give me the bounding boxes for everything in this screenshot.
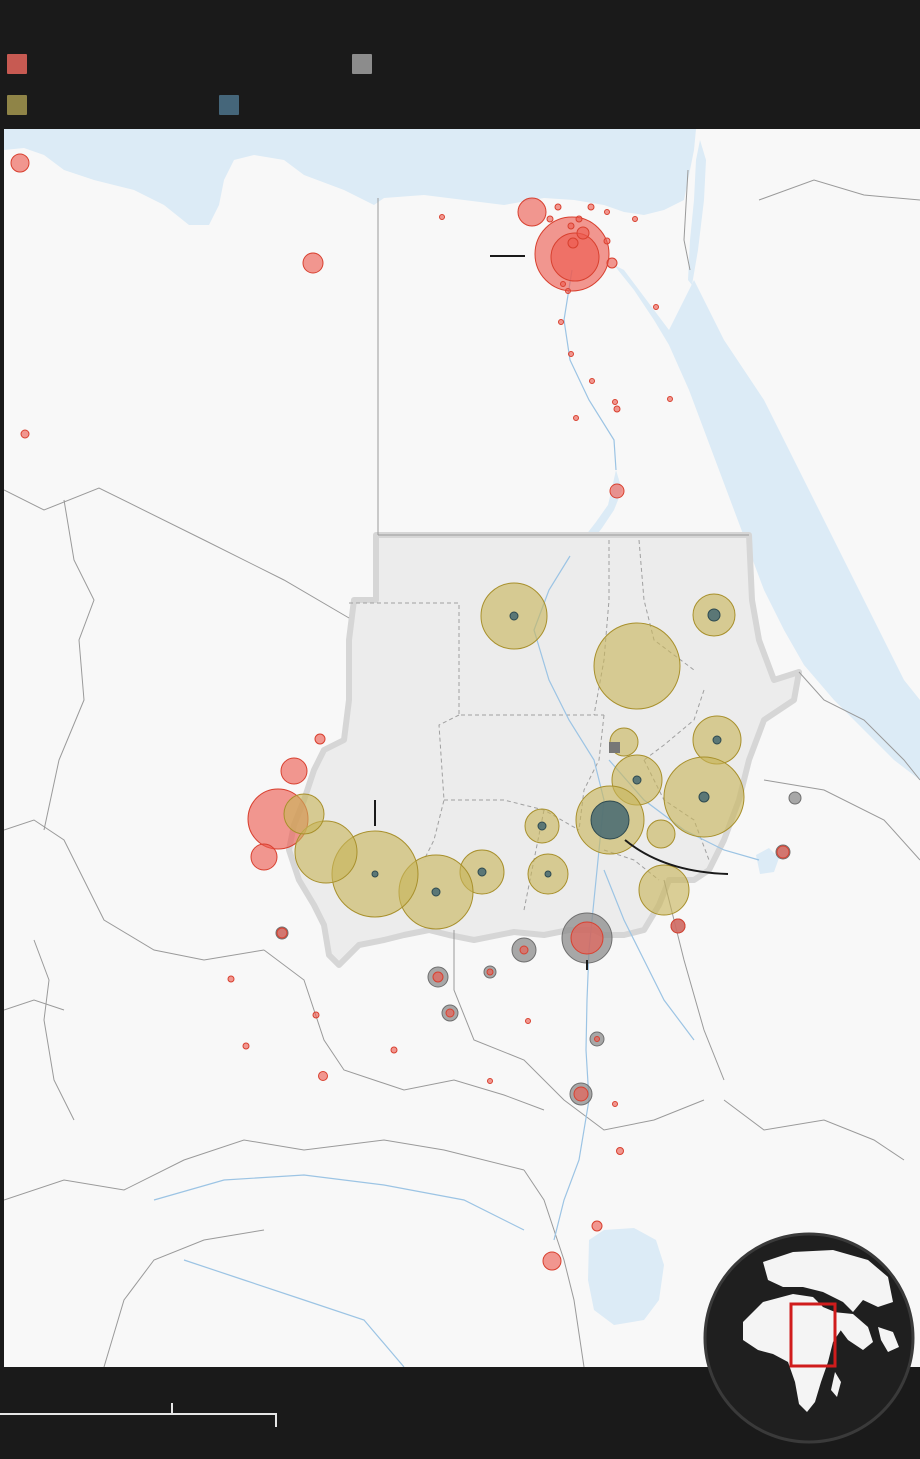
red-marker[interactable] [250, 843, 278, 871]
red-marker[interactable] [560, 281, 566, 287]
red-marker[interactable] [776, 845, 790, 859]
gray-square-marker [609, 742, 620, 753]
red-marker[interactable] [632, 216, 638, 222]
olive-marker[interactable] [283, 793, 325, 835]
red-marker[interactable] [519, 945, 529, 955]
red-marker[interactable] [486, 968, 494, 976]
olive-marker[interactable] [294, 820, 358, 884]
teal-marker[interactable] [632, 775, 642, 785]
red-marker[interactable] [609, 483, 625, 499]
red-marker-layer [10, 153, 790, 1271]
red-marker[interactable] [575, 215, 583, 223]
red-marker[interactable] [567, 237, 579, 249]
red-marker[interactable] [576, 226, 590, 240]
red-marker[interactable] [432, 971, 444, 983]
red-marker[interactable] [567, 222, 575, 230]
red-marker[interactable] [573, 1086, 589, 1102]
red-square-icon [7, 54, 27, 74]
globe-landmasses [743, 1250, 899, 1412]
teal-marker[interactable] [431, 887, 441, 897]
red-marker[interactable] [616, 1147, 624, 1155]
red-marker[interactable] [573, 415, 579, 421]
red-marker[interactable] [487, 1078, 493, 1084]
red-marker[interactable] [242, 1042, 250, 1050]
lake-albert [588, 1228, 664, 1325]
olive-square-icon [7, 95, 27, 115]
red-marker[interactable] [542, 1251, 562, 1271]
red-marker[interactable] [276, 927, 288, 939]
olive-marker[interactable] [638, 864, 690, 916]
red-marker[interactable] [568, 351, 574, 357]
red-marker[interactable] [10, 153, 30, 173]
red-marker[interactable] [525, 1018, 531, 1024]
red-marker[interactable] [318, 1071, 328, 1081]
red-sea [614, 265, 920, 780]
scale-bar [0, 1403, 277, 1427]
red-marker[interactable] [604, 209, 610, 215]
lake-tana [756, 848, 779, 874]
red-marker[interactable] [546, 215, 554, 223]
teal-marker[interactable] [590, 800, 630, 840]
leader-lines [374, 255, 729, 970]
red-marker[interactable] [439, 214, 445, 220]
teal-marker[interactable] [698, 791, 710, 803]
teal-marker[interactable] [509, 611, 519, 621]
red-marker[interactable] [667, 396, 673, 402]
red-marker[interactable] [314, 733, 326, 745]
red-marker[interactable] [591, 1220, 603, 1232]
olive-marker[interactable] [593, 622, 681, 710]
red-marker[interactable] [587, 203, 595, 211]
locator-globe [703, 1232, 915, 1444]
red-marker[interactable] [445, 1008, 455, 1018]
gulf-of-aqaba [688, 140, 706, 285]
map-legend [0, 0, 920, 128]
red-marker[interactable] [565, 288, 571, 294]
teal-marker[interactable] [371, 870, 379, 878]
red-marker[interactable] [653, 304, 659, 310]
red-marker[interactable] [558, 319, 564, 325]
red-marker[interactable] [589, 378, 595, 384]
red-marker[interactable] [517, 197, 547, 227]
red-marker[interactable] [280, 757, 308, 785]
teal-marker[interactable] [707, 608, 721, 622]
teal-marker[interactable] [544, 870, 552, 878]
red-marker[interactable] [554, 203, 562, 211]
red-marker[interactable] [20, 429, 30, 439]
map[interactable] [4, 129, 920, 1367]
country-borders [4, 169, 920, 1367]
red-marker[interactable] [302, 252, 324, 274]
teal-marker[interactable] [712, 735, 722, 745]
red-marker[interactable] [612, 399, 618, 405]
red-marker[interactable] [613, 405, 621, 413]
red-marker[interactable] [606, 257, 618, 269]
olive-marker[interactable] [646, 819, 676, 849]
teal-marker-layer [371, 608, 722, 897]
teal-marker[interactable] [477, 867, 487, 877]
red-marker[interactable] [670, 918, 686, 934]
gray-square-icon [352, 54, 372, 74]
locator-box [789, 1302, 837, 1368]
red-marker[interactable] [594, 1036, 600, 1042]
red-marker[interactable] [550, 232, 600, 282]
red-marker[interactable] [390, 1046, 398, 1054]
teal-marker[interactable] [537, 821, 547, 831]
red-marker[interactable] [312, 1011, 320, 1019]
red-marker[interactable] [603, 237, 611, 245]
red-marker[interactable] [227, 975, 235, 983]
gray-marker[interactable] [788, 791, 802, 805]
red-marker[interactable] [612, 1101, 618, 1107]
red-marker[interactable] [570, 921, 604, 955]
blue-square-icon [219, 95, 239, 115]
